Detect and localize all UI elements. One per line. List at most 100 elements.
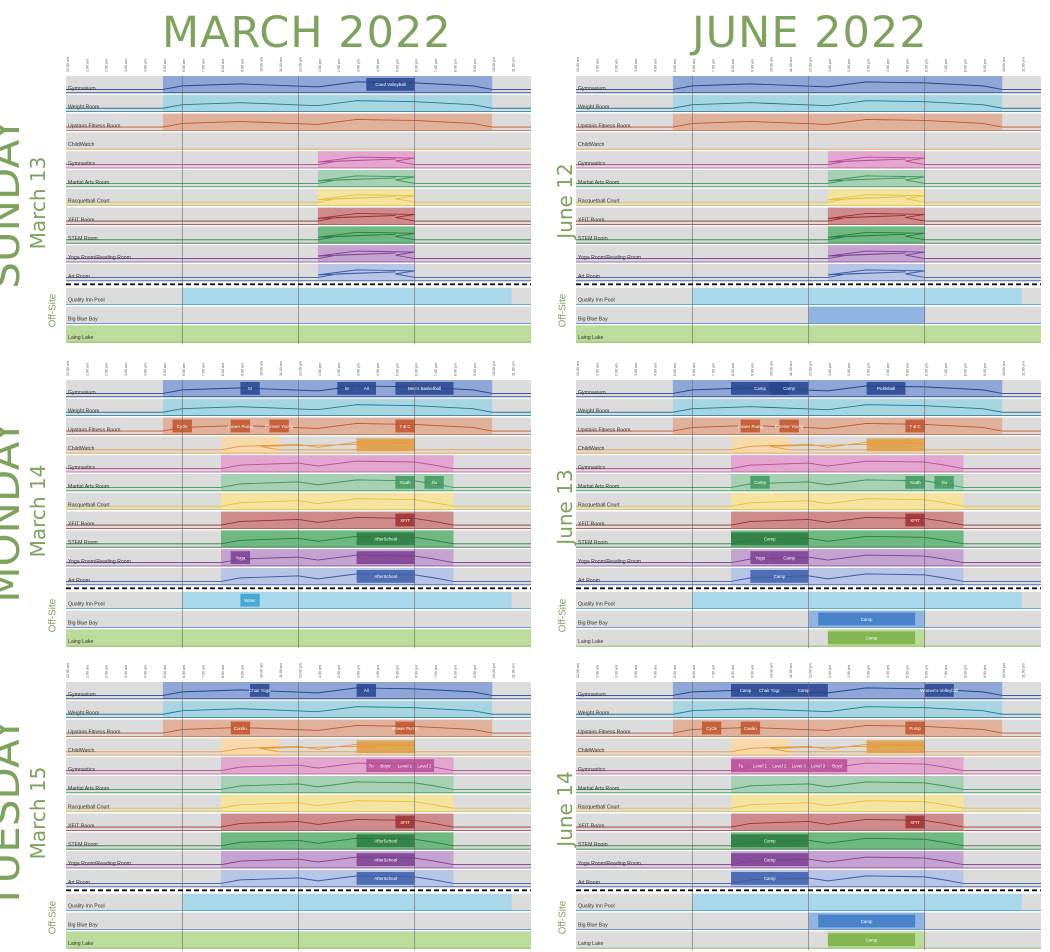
tick-label: 2:00 am [105, 59, 109, 72]
program-block [230, 721, 251, 735]
tick-label: 9:00 am [750, 59, 754, 72]
program-label: All [364, 688, 369, 693]
program-label: Coed Volleyball [375, 82, 405, 87]
occupancy-line [576, 231, 1041, 241]
tick-label: 4:00 am [144, 363, 148, 376]
tick-label: 5:00 am [163, 665, 167, 678]
room-label: Upstairs Fitness Room [68, 123, 120, 129]
program-block [356, 683, 376, 697]
open-hours-bar [182, 893, 512, 911]
room-label: Quality Inn Pool [68, 904, 105, 910]
occupancy-line [66, 175, 531, 184]
occupancy-line [576, 213, 1041, 222]
tick-label: 4:00 pm [886, 59, 890, 72]
tick-label: 10:00 am [260, 361, 264, 376]
program-block [905, 475, 925, 489]
tick-label: 6:00 am [182, 363, 186, 376]
offsite-label: Off-Site [47, 900, 59, 935]
open-hours-bar [672, 113, 1003, 131]
open-hours-bar [182, 287, 512, 305]
program-block [760, 683, 780, 697]
tick-label: 1:00 am [595, 363, 599, 376]
tick-label: 10:00 pm [492, 361, 496, 376]
day-label-monday: MONDAY March 14 [0, 411, 50, 611]
occupancy-line [576, 819, 1041, 828]
tick-label: 4:00 pm [886, 665, 890, 678]
tick-label: 5:00 am [673, 59, 677, 72]
program-block [731, 532, 809, 546]
open-hours-bar [317, 263, 415, 281]
program-label: Cardio [234, 726, 247, 731]
tick-label: 3:00 pm [357, 665, 361, 678]
open-hours-bar [221, 738, 280, 756]
open-hours-bar [827, 226, 925, 244]
program-block [866, 740, 925, 754]
occupancy-line [576, 725, 1041, 734]
program-label: Water [244, 598, 256, 603]
program-block [731, 834, 809, 848]
room-label: Racquetball Court [578, 199, 620, 205]
program-label: Level 1 [398, 763, 413, 768]
room-label: Racquetball Court [578, 503, 620, 509]
occupancy-line [576, 498, 1041, 507]
open-hours-bar [162, 113, 493, 131]
tick-label: 3:00 pm [357, 59, 361, 72]
tick-label: 6:00 pm [925, 665, 929, 678]
tick-label: 2:00 am [615, 665, 619, 678]
program-label: Forever Young [265, 424, 294, 429]
tick-label: 11:00 am [279, 361, 283, 376]
occupancy-line [576, 100, 1041, 109]
tick-label: 4:00 am [144, 59, 148, 72]
occupancy-line [576, 554, 1041, 564]
open-hours-bar [162, 94, 493, 112]
program-block [769, 381, 809, 395]
room-label: Gymnastics [578, 767, 606, 773]
room-label: Big Blue Bay [68, 620, 98, 626]
room-label: STEM Room [578, 540, 608, 546]
tick-label: 8:00 am [731, 665, 735, 678]
occupancy-line [576, 404, 1041, 413]
program-label: T & C [400, 424, 411, 429]
program-block [395, 475, 415, 489]
tick-label: 7:00 pm [434, 363, 438, 376]
program-block [731, 871, 809, 885]
open-hours-bar [182, 591, 512, 609]
program-label: AfterSchool [374, 857, 397, 862]
program-label: Camp [754, 386, 766, 391]
program-block [924, 683, 954, 697]
room-label: Gymnasium [578, 390, 606, 396]
program-label: Camp [764, 876, 776, 881]
tick-label: 5:00 am [673, 665, 677, 678]
program-block [905, 721, 925, 735]
program-label: XFIT [400, 518, 410, 523]
day-date: June 14 [553, 771, 577, 847]
room-label: Big Blue Bay [68, 922, 98, 928]
program-block [818, 914, 916, 928]
tick-label: 12:00 pm [808, 57, 812, 72]
tick-label: 1:00 am [85, 665, 89, 678]
program-block [230, 551, 251, 564]
tick-label: 1:00 pm [318, 665, 322, 678]
occupancy-line [66, 725, 531, 734]
tick-label: 3:00 am [634, 59, 638, 72]
room-label: ChildWatch [578, 748, 604, 754]
occupancy-line [66, 250, 531, 260]
tick-label: 9:00 am [240, 59, 244, 72]
occupancy-line [66, 269, 531, 278]
program-block [230, 419, 251, 433]
program-block [356, 438, 415, 452]
tick-label: 2:00 pm [847, 363, 851, 376]
program-label: Youth [910, 480, 922, 485]
program-block [750, 759, 770, 772]
tick-label: 6:00 pm [415, 59, 419, 72]
program-block [808, 759, 828, 772]
tick-label: 10:00 pm [1002, 361, 1006, 376]
tick-label: 5:00 am [163, 59, 167, 72]
room-label: Martial Arts Room [68, 786, 109, 792]
tick-label: 1:00 am [595, 665, 599, 678]
program-label: Level 2 [772, 763, 787, 768]
program-block [356, 871, 415, 885]
tick-label: 7:00 am [202, 665, 206, 678]
program-label: Forever Young [775, 424, 804, 429]
tick-label: 8:00 pm [453, 363, 457, 376]
